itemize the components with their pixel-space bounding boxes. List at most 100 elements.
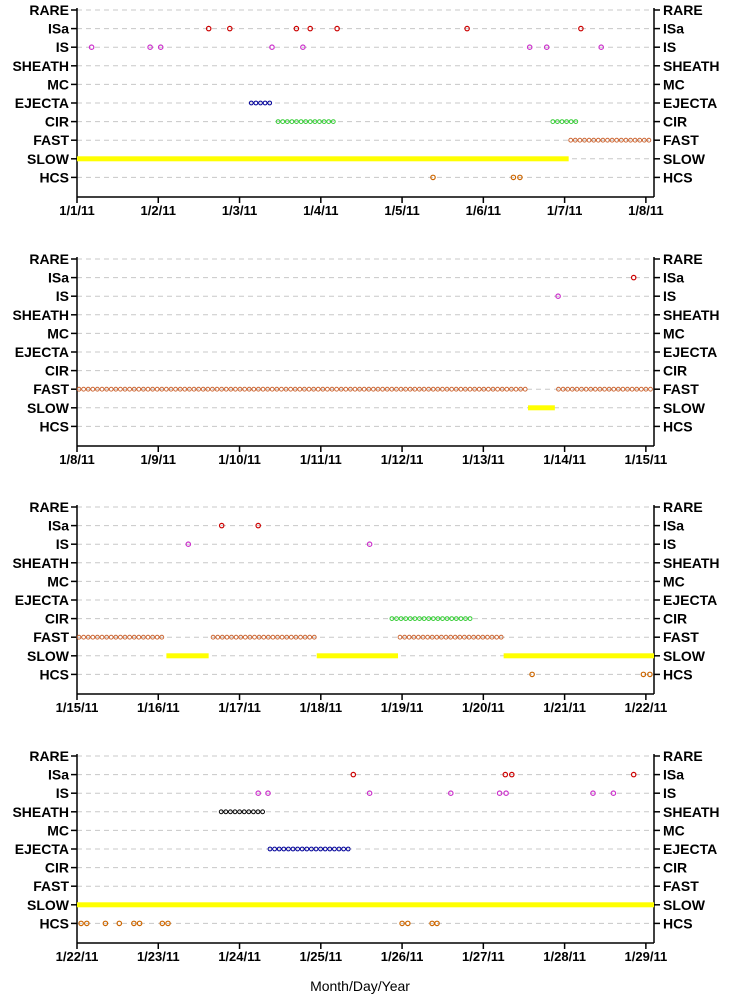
xtick-label: 1/9/11 (141, 452, 176, 467)
category-label-left-isa: ISa (48, 21, 69, 37)
marker-fast (579, 386, 584, 392)
marker-cir (307, 119, 313, 124)
xtick-label: 1/17/11 (218, 700, 261, 715)
marker-ejecta (332, 846, 337, 852)
xtick-label: 1/23/11 (137, 949, 180, 964)
xtick-label: 1/12/11 (381, 452, 424, 467)
series-fast-range-1 (568, 137, 652, 143)
marker-fast (440, 386, 445, 392)
category-label-left-sheath: SHEATH (12, 307, 69, 323)
marker-fast (458, 386, 464, 392)
marker-fast (104, 634, 109, 640)
marker-fast (490, 386, 496, 392)
marker-cir (389, 616, 395, 621)
marker-cir (550, 119, 556, 124)
marker-ejecta (318, 846, 324, 852)
panel-3: RARE RARE ISa ISa IS IS SHEATH SHEATH MC MC EJECTA… (12, 499, 719, 715)
marker-fast (628, 137, 633, 143)
point-hcs (510, 174, 517, 181)
marker-fast (233, 386, 238, 392)
point-isa (218, 522, 225, 529)
marker-fast (448, 634, 454, 640)
marker-fast (108, 386, 114, 392)
marker-fast (605, 137, 610, 143)
point-hcs (136, 920, 143, 927)
marker-fast (252, 634, 257, 640)
marker-fast (76, 634, 82, 640)
marker-fast (177, 386, 183, 392)
marker-fast (246, 386, 252, 392)
category-label-right-ejecta: EJECTA (663, 344, 717, 360)
marker-ejecta (281, 846, 287, 852)
category-label-right-is: IS (663, 536, 676, 552)
marker-fast (452, 634, 458, 640)
category-label-left-slow: SLOW (27, 897, 70, 913)
xtick-label: 1/24/11 (218, 949, 261, 964)
point-hcs (529, 671, 535, 678)
marker-fast (136, 634, 142, 640)
marker-fast (632, 137, 638, 143)
point-isa (630, 274, 637, 281)
marker-fast (99, 386, 105, 392)
point-isa (307, 25, 314, 32)
marker-fast (214, 386, 220, 392)
series-slow-range-1 (166, 653, 209, 659)
point-hcs (640, 671, 647, 678)
marker-fast (229, 634, 234, 640)
category-label-left-rare: RARE (29, 499, 69, 515)
marker-fast (498, 634, 504, 640)
marker-fast (238, 634, 244, 640)
marker-ejecta (258, 100, 263, 106)
marker-cir (453, 616, 459, 621)
marker-fast (237, 386, 243, 392)
panel-1: RARE RARE ISa ISa IS IS SHEATH SHEATH MC MC EJECTA… (12, 2, 719, 218)
marker-fast (297, 386, 303, 392)
category-label-right-fast: FAST (663, 132, 699, 148)
category-label-left-sheath: SHEATH (12, 555, 69, 571)
category-label-left-is: IS (56, 39, 69, 55)
marker-fast (597, 386, 603, 392)
series-sheath-range-1 (218, 809, 266, 815)
marker-fast (288, 634, 294, 640)
category-label-left-sheath: SHEATH (12, 58, 69, 74)
marker-cir (449, 616, 455, 621)
marker-fast (242, 634, 248, 640)
category-label-left-cir: CIR (45, 363, 69, 379)
slow-bar (503, 653, 654, 659)
marker-fast (595, 137, 601, 143)
marker-fast (407, 386, 413, 392)
point-isa (255, 522, 262, 529)
marker-fast (261, 634, 267, 640)
category-label-right-ejecta: EJECTA (663, 841, 717, 857)
marker-cir (403, 616, 409, 621)
xtick-label: 1/27/11 (462, 949, 505, 964)
point-is (496, 790, 503, 797)
category-label-right-cir: CIR (663, 363, 687, 379)
marker-fast (577, 137, 583, 143)
point-hcs (647, 671, 653, 678)
point-hcs (430, 174, 436, 181)
marker-fast (320, 386, 326, 392)
marker-fast (131, 634, 137, 640)
marker-fast (325, 386, 330, 392)
marker-fast (434, 634, 440, 640)
point-is (147, 44, 153, 51)
marker-fast (131, 386, 137, 392)
marker-fast (629, 386, 635, 392)
marker-cir (444, 616, 450, 621)
xtick-label: 1/7/11 (547, 203, 582, 218)
category-label-left-rare: RARE (29, 748, 69, 764)
marker-fast (219, 386, 225, 392)
marker-fast (168, 386, 174, 392)
marker-fast (187, 386, 192, 392)
marker-fast (569, 386, 575, 392)
marker-fast (371, 386, 376, 392)
marker-cir (463, 616, 468, 621)
xtick-label: 1/14/11 (543, 452, 586, 467)
marker-fast (588, 386, 594, 392)
category-label-left-slow: SLOW (27, 151, 70, 167)
category-label-right-is: IS (663, 785, 676, 801)
marker-fast (302, 386, 307, 392)
point-is (526, 44, 533, 51)
